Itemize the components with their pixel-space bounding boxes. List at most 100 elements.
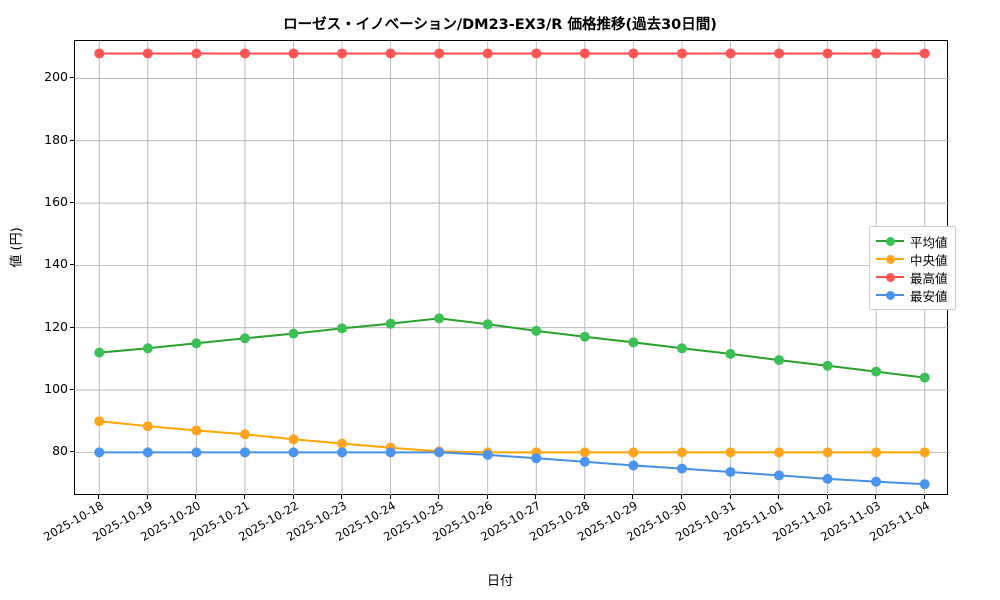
data-point [579,447,590,458]
data-point [94,48,105,59]
data-point [434,447,445,458]
legend-item-1[interactable]: 平均値 [876,232,948,250]
data-point [725,48,736,59]
data-point [871,366,882,377]
y-axis-tick-label: 100 [44,380,68,396]
x-axis-tick-mark [243,495,245,499]
plot-area [74,40,949,496]
data-point [288,434,299,445]
legend-item-3[interactable]: 最高値 [876,268,948,286]
chart-legend: 平均値 中央値最高値最安値 [869,226,956,310]
legend-swatch-icon [876,234,904,248]
x-axis-tick-mark [826,495,828,499]
data-point [822,360,833,371]
data-point [628,337,639,348]
x-axis-tick-mark [923,495,925,499]
data-point [774,470,785,481]
horizontal-gridlines [75,77,949,453]
data-point [239,429,250,440]
data-point [822,48,833,59]
series-line [98,420,926,454]
data-point [676,463,687,474]
x-axis-tick-marks [74,495,948,500]
y-axis-tick-label: 200 [44,69,68,85]
y-axis-tick-label: 120 [44,318,68,334]
data-point [822,447,833,458]
data-point [531,325,542,336]
legend-swatch-icon [876,270,904,284]
data-point [482,48,493,59]
data-point [434,313,445,324]
vertical-gridlines [98,41,926,496]
data-point [191,338,202,349]
legend-label: 最安値 [910,288,948,304]
x-axis-tick-mark [146,495,148,499]
series-2 [94,416,930,458]
data-point [774,48,785,59]
y-axis-tick-labels: 80 100 120 140 160 180 200 [0,40,68,495]
data-point [482,319,493,330]
data-point [385,447,396,458]
x-axis-label: 日付 [486,574,513,589]
x-axis-tick-mark [632,495,634,499]
data-point [142,48,153,59]
data-point [288,328,299,339]
x-axis-tick-mark [729,495,731,499]
plot-canvas [75,41,949,496]
y-axis-tick-label: 180 [44,131,68,147]
x-axis-tick-mark [875,495,877,499]
series-line [98,451,926,486]
y-axis-tick-mark [70,139,74,141]
data-point [919,447,930,458]
data-point [482,449,493,460]
data-point [579,331,590,342]
data-point [676,48,687,59]
series-4 [94,447,930,490]
data-point [531,453,542,464]
data-point [142,343,153,354]
data-point [337,48,348,59]
x-axis-tick-mark [341,495,343,499]
data-point [191,425,202,436]
data-series-group [94,48,930,490]
data-point [337,323,348,334]
legend-item-2[interactable]: 中央値 [876,250,948,268]
y-axis-tick-marks [0,40,74,495]
data-point [337,438,348,449]
y-axis-tick-mark [70,202,74,204]
data-point [434,48,445,59]
data-point [142,421,153,432]
y-axis-tick-label: 80 [52,443,68,459]
data-point [676,343,687,354]
data-point [191,447,202,458]
data-point [385,318,396,329]
data-point [385,48,396,59]
data-point [94,347,105,358]
data-point [871,476,882,487]
x-axis-tick-mark [438,495,440,499]
data-point [94,447,105,458]
data-point [142,447,153,458]
data-point [239,333,250,344]
x-axis-tick-mark [292,495,294,499]
x-axis-tick-mark [389,495,391,499]
series-1 [94,313,930,383]
data-point [239,447,250,458]
legend-label: 最高値 [910,270,948,286]
data-point [579,48,590,59]
data-point [919,48,930,59]
legend-swatch-icon [876,288,904,302]
series-line [98,317,926,379]
x-axis-tick-mark [680,495,682,499]
data-point [676,447,687,458]
x-axis-tick-mark [778,495,780,499]
data-point [774,355,785,366]
y-axis-tick-mark [70,326,74,328]
series-3 [94,48,930,59]
y-axis-tick-mark [70,77,74,79]
legend-item-4[interactable]: 最安値 [876,286,948,304]
data-point [628,48,639,59]
data-point [871,447,882,458]
data-point [871,48,882,59]
